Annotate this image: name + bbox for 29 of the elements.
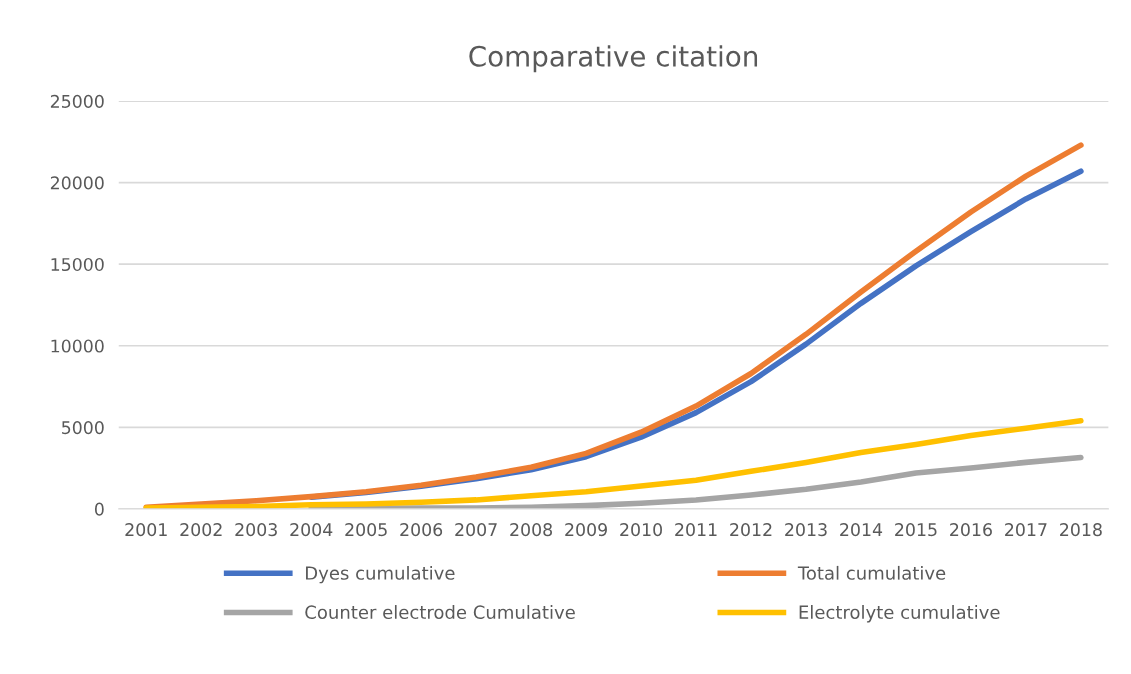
y-tick-label: 5000: [62, 421, 104, 435]
x-tick-label: 2018: [1060, 523, 1102, 537]
x-tick-label: 2014: [840, 523, 883, 537]
x-tick-label: 2003: [235, 523, 277, 537]
legend-label: Electrolyte cumulative: [799, 605, 1000, 623]
x-tick-label: 2002: [180, 523, 222, 537]
x-tick-label: 2017: [1005, 523, 1047, 537]
x-tick-label: 2015: [895, 523, 937, 537]
x-tick-label: 2012: [730, 523, 772, 537]
x-tick-label: 2008: [510, 523, 552, 537]
x-tick-label: 2011: [675, 523, 717, 537]
y-tick-label: 25000: [50, 94, 104, 108]
x-tick-label: 2009: [565, 523, 607, 537]
legend-label: Total cumulative: [797, 565, 946, 580]
x-tick-label: 2005: [345, 523, 387, 537]
y-tick-label: 20000: [50, 176, 104, 190]
x-tick-label: 2006: [400, 523, 443, 537]
y-tick-label: 15000: [51, 257, 104, 272]
x-tick-label: 2010: [620, 523, 662, 537]
x-tick-label: 2016: [950, 523, 992, 537]
x-tick-label: 2001: [125, 523, 167, 537]
x-tick-label: 2004: [290, 523, 333, 537]
legend-label: Counter electrode Cumulative: [305, 605, 575, 620]
legend-label: Dyes cumulative: [306, 565, 455, 584]
x-tick-label: 2007: [455, 523, 497, 537]
y-tick-label: 0: [94, 502, 104, 516]
x-tick-label: 2013: [785, 523, 827, 537]
chart-title: Comparative citation: [469, 45, 758, 73]
y-tick-label: 10000: [51, 339, 104, 353]
